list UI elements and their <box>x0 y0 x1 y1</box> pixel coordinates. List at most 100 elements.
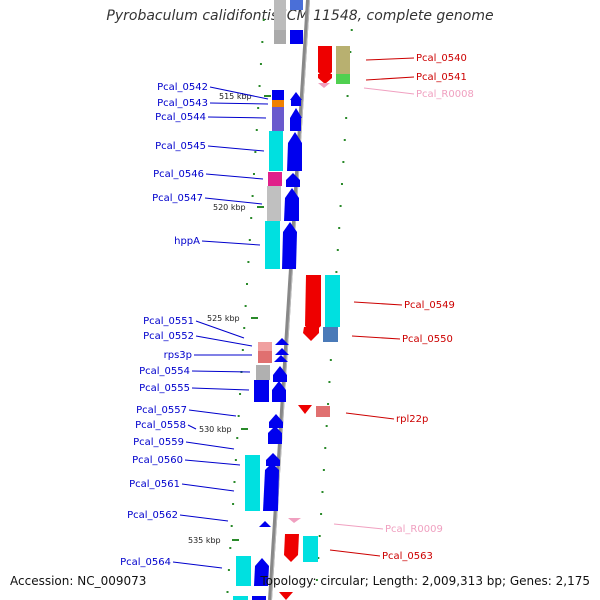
gene-block[interactable] <box>272 100 284 107</box>
gene-arrow[interactable] <box>318 46 332 80</box>
gene-block[interactable] <box>272 107 284 131</box>
gene-block[interactable] <box>316 406 330 417</box>
gene-block[interactable] <box>252 596 266 600</box>
gene-block[interactable] <box>267 186 281 221</box>
kbp-label: 520 kbp <box>213 203 246 212</box>
gene-block[interactable] <box>303 536 318 562</box>
rna-feature[interactable] <box>318 83 330 88</box>
gene-arrow[interactable] <box>284 188 299 221</box>
gene-label[interactable]: Pcal_R0008 <box>416 89 474 100</box>
label-callout <box>333 523 384 530</box>
gene-block[interactable] <box>258 351 272 363</box>
label-callout <box>191 370 251 373</box>
gene-label[interactable]: Pcal_0542 <box>157 82 208 93</box>
genome-title: Pyrobaculum calidifontis JCM 11548, comp… <box>106 8 494 24</box>
gene-label[interactable]: Pcal_0541 <box>416 72 467 83</box>
label-callout <box>204 197 263 205</box>
gene-label[interactable]: Pcal_R0009 <box>385 524 443 535</box>
label-callout <box>201 240 261 246</box>
gene-arrow[interactable] <box>275 338 289 345</box>
gene-arrow[interactable] <box>279 592 293 600</box>
label-callout <box>365 76 415 81</box>
gene-label[interactable]: Pcal_0561 <box>129 479 180 490</box>
gene-label[interactable]: rps3p <box>164 350 192 361</box>
gene-arrow[interactable] <box>272 381 286 402</box>
gene-arrow[interactable] <box>290 108 302 131</box>
gene-block[interactable] <box>236 556 251 586</box>
gene-arrow[interactable] <box>274 355 288 362</box>
gene-label[interactable]: Pcal_0547 <box>152 193 203 204</box>
gene-label[interactable]: Pcal_0555 <box>139 383 190 394</box>
gene-block[interactable] <box>268 172 282 186</box>
gene-arrow[interactable] <box>286 173 300 187</box>
gene-label[interactable]: Pcal_0545 <box>155 141 206 152</box>
gene-arrow[interactable] <box>284 534 299 562</box>
gene-arrow[interactable] <box>282 222 297 269</box>
label-callout <box>365 57 415 61</box>
gene-block[interactable] <box>256 365 270 380</box>
gene-label[interactable]: Pcal_0543 <box>157 98 208 109</box>
gene-label[interactable]: Pcal_0554 <box>139 366 190 377</box>
gene-block[interactable] <box>245 455 260 511</box>
right-features <box>279 46 350 600</box>
label-callout <box>329 549 381 557</box>
gene-block[interactable] <box>258 342 272 351</box>
gene-label[interactable]: hppA <box>174 236 200 247</box>
gene-block[interactable] <box>290 30 303 44</box>
label-callout <box>351 335 401 340</box>
gene-arrow[interactable] <box>290 92 302 106</box>
gene-block[interactable] <box>323 327 338 342</box>
gene-label[interactable]: Pcal_0557 <box>136 405 187 416</box>
gene-label[interactable]: rpl22p <box>396 414 428 425</box>
gene-block[interactable] <box>233 596 248 600</box>
left-features <box>233 0 303 600</box>
gene-arrow[interactable] <box>254 558 269 586</box>
left-gene-labels: Pcal_0542 Pcal_0543 Pcal_0544 Pcal_0545 Pcal… <box>120 82 269 569</box>
label-callout <box>205 173 264 180</box>
gene-arrow[interactable] <box>303 327 319 341</box>
gene-label[interactable]: Pcal_0552 <box>143 331 194 342</box>
rna-feature[interactable] <box>288 518 301 523</box>
gene-arrow[interactable] <box>298 405 312 414</box>
gene-label[interactable]: Pcal_0549 <box>404 300 455 311</box>
gene-label[interactable]: Pcal_0560 <box>132 455 183 466</box>
gene-label[interactable]: Pcal_0546 <box>153 169 204 180</box>
label-callout <box>363 87 415 95</box>
gene-label[interactable]: Pcal_0559 <box>133 437 184 448</box>
gene-arrow[interactable] <box>305 275 321 333</box>
label-callout <box>172 561 223 569</box>
topology-text: Topology: circular; Length: 2,009,313 bp… <box>260 574 590 588</box>
gene-label[interactable]: Pcal_0540 <box>416 53 467 64</box>
gene-arrow[interactable] <box>273 366 287 382</box>
gene-label[interactable]: Pcal_0551 <box>143 316 194 327</box>
kbp-scale: 515 kbp 520 kbp 525 kbp 530 kbp 535 kbp <box>188 92 271 545</box>
gene-block[interactable] <box>274 30 286 44</box>
label-callout <box>207 116 267 119</box>
gene-arrow[interactable] <box>263 463 279 511</box>
gene-block[interactable] <box>254 380 269 402</box>
gene-block[interactable] <box>336 46 350 74</box>
gene-arrow[interactable] <box>269 414 283 428</box>
gene-arrow[interactable] <box>275 348 289 355</box>
gene-block[interactable] <box>290 0 303 10</box>
gene-label[interactable]: Pcal_0563 <box>382 551 433 562</box>
gene-block[interactable] <box>272 90 284 102</box>
gene-label[interactable]: Pcal_0550 <box>402 334 453 345</box>
gene-block[interactable] <box>274 0 286 30</box>
gene-block[interactable] <box>336 74 350 84</box>
gene-label[interactable]: Pcal_0558 <box>135 420 186 431</box>
gene-block[interactable] <box>325 275 340 327</box>
gene-arrow[interactable] <box>318 74 332 84</box>
kbp-label: 515 kbp <box>219 92 252 101</box>
gene-block[interactable] <box>269 131 283 171</box>
label-callout <box>209 102 269 105</box>
gene-label[interactable]: Pcal_0564 <box>120 557 171 568</box>
gene-arrow[interactable] <box>287 132 302 171</box>
gene-label[interactable]: Pcal_0544 <box>155 112 206 123</box>
gene-arrow[interactable] <box>266 453 280 466</box>
gene-label[interactable]: Pcal_0562 <box>127 510 178 521</box>
gene-block[interactable] <box>265 221 280 269</box>
gene-arrow[interactable] <box>259 521 271 527</box>
gene-arrow[interactable] <box>268 426 282 444</box>
